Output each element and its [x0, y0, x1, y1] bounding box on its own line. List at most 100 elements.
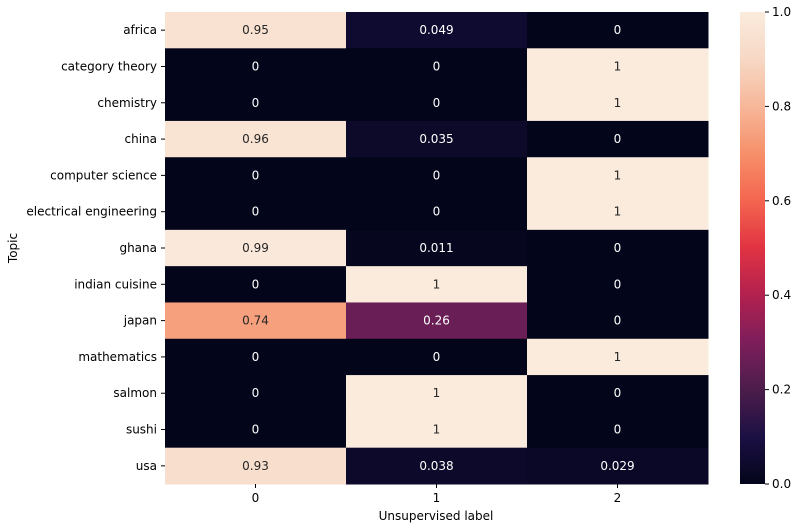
heatmap-cell — [165, 84, 347, 122]
cell-value-label: 1 — [614, 350, 622, 364]
heatmap-cell — [527, 302, 709, 340]
cell-value-label: 0 — [252, 205, 260, 219]
heatmap-cell — [527, 411, 709, 449]
cell-value-label: 0 — [614, 386, 622, 400]
x-tick-label: 2 — [614, 491, 622, 505]
cell-value-label: 1 — [614, 168, 622, 182]
cell-value-label: 0.038 — [419, 459, 453, 473]
cell-value-label: 1 — [433, 386, 441, 400]
cell-value-label: 0 — [252, 423, 260, 437]
cell-value-label: 0 — [614, 132, 622, 146]
cell-value-label: 0 — [252, 350, 260, 364]
heatmap-cells: 0.95 0.049 0 0 0 1 0 0 1 0.96 0.035 0 0 0 1 0 0 1 0.99 0.01… — [165, 12, 709, 485]
cell-value-label: 1 — [614, 205, 622, 219]
cell-value-label: 1 — [433, 423, 441, 437]
colorbar-tick-label: 0.0 — [772, 477, 791, 491]
x-axis: 0 1 2 — [252, 484, 622, 505]
cell-value-label: 0.74 — [242, 314, 269, 328]
cell-value-label: 0 — [614, 23, 622, 37]
heatmap-cell — [165, 375, 347, 412]
y-tick-label: computer science — [50, 168, 157, 182]
colorbar-tick-label: 0.8 — [772, 99, 791, 113]
y-axis-label: Topic — [6, 233, 20, 264]
heatmap-cell — [527, 266, 709, 303]
cell-value-label: 1 — [614, 59, 622, 73]
heatmap-cell — [165, 338, 347, 376]
heatmap-cell — [527, 193, 709, 231]
heatmap-cell — [527, 338, 709, 376]
heatmap-cell — [527, 12, 709, 49]
cell-value-label: 0 — [433, 205, 441, 219]
cell-value-label: 0 — [252, 277, 260, 291]
heatmap-cell — [165, 193, 347, 231]
cell-value-label: 0 — [614, 277, 622, 291]
cell-value-label: 0.035 — [419, 132, 453, 146]
heatmap-cell — [527, 84, 709, 122]
cell-value-label: 0.049 — [419, 23, 453, 37]
cell-value-label: 0 — [252, 96, 260, 110]
heatmap-cell — [165, 12, 347, 49]
colorbar-tick-label: 0.6 — [772, 194, 791, 208]
heatmap-cell — [346, 157, 528, 195]
y-tick-label: sushi — [126, 423, 157, 437]
y-tick-label: usa — [136, 459, 157, 473]
y-tick-label: mathematics — [78, 350, 157, 364]
y-tick-label: ghana — [119, 241, 157, 255]
colorbar: 0.0 0.2 0.4 0.6 0.8 1.0 — [740, 5, 791, 491]
cell-value-label: 0.95 — [242, 23, 269, 37]
heatmap-cell — [346, 48, 528, 86]
heatmap-cell — [165, 447, 347, 485]
heatmap-cell — [346, 411, 528, 449]
cell-value-label: 0 — [614, 241, 622, 255]
heatmap-cell — [527, 120, 709, 158]
cell-value-label: 0 — [433, 96, 441, 110]
heatmap-cell — [165, 157, 347, 195]
heatmap-cell — [527, 447, 709, 485]
x-tick-label: 1 — [433, 491, 441, 505]
y-tick-label: indian cuisine — [74, 277, 157, 291]
heatmap-cell — [527, 48, 709, 86]
y-tick-label: salmon — [113, 386, 157, 400]
heatmap-cell — [527, 229, 709, 267]
heatmap-cell — [346, 338, 528, 376]
heatmap-cell — [165, 266, 347, 303]
x-axis-label: Unsupervised label — [379, 509, 494, 523]
heatmap-cell — [346, 375, 528, 412]
heatmap-cell — [346, 302, 528, 340]
colorbar-gradient — [740, 12, 765, 484]
heatmap-cell — [346, 447, 528, 485]
heatmap-cell — [346, 120, 528, 158]
y-tick-label: japan — [123, 314, 157, 328]
heatmap-cell — [165, 48, 347, 86]
cell-value-label: 0.96 — [242, 132, 269, 146]
cell-value-label: 0.029 — [600, 459, 634, 473]
colorbar-tick-label: 0.4 — [772, 288, 791, 302]
cell-value-label: 0 — [252, 168, 260, 182]
heatmap-cell — [165, 411, 347, 449]
y-axis: africa category theory chemistry china compu… — [26, 23, 165, 473]
cell-value-label: 1 — [433, 277, 441, 291]
heatmap-cell — [346, 266, 528, 303]
heatmap-cell — [346, 84, 528, 122]
y-tick-label: electrical engineering — [26, 205, 157, 219]
x-tick-label: 0 — [252, 491, 260, 505]
cell-value-label: 0 — [433, 59, 441, 73]
cell-value-label: 0.26 — [423, 314, 450, 328]
cell-value-label: 0.93 — [242, 459, 269, 473]
colorbar-tick-label: 0.2 — [772, 383, 791, 397]
heatmap-cell — [346, 12, 528, 49]
heatmap-cell — [527, 375, 709, 412]
cell-value-label: 1 — [614, 96, 622, 110]
cell-value-label: 0.99 — [242, 241, 269, 255]
cell-value-label: 0.011 — [419, 241, 453, 255]
y-tick-label: chemistry — [97, 96, 157, 110]
cell-value-label: 0 — [252, 386, 260, 400]
cell-value-label: 0 — [433, 168, 441, 182]
heatmap-cell — [346, 229, 528, 267]
y-tick-label: china — [125, 132, 158, 146]
colorbar-tick-label: 1.0 — [772, 5, 791, 19]
heatmap-cell — [527, 157, 709, 195]
y-tick-label: category theory — [61, 59, 157, 73]
cell-value-label: 0 — [614, 314, 622, 328]
